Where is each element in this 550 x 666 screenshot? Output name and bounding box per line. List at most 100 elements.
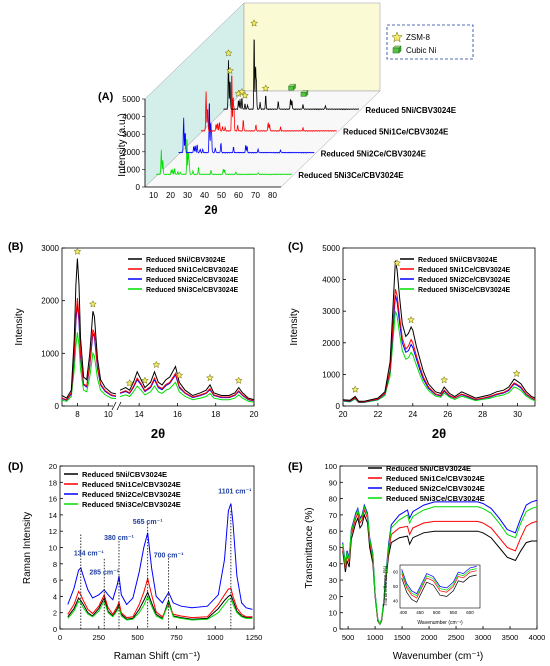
panel-c-xtick-label-1: 22	[373, 410, 382, 419]
panel-d-legend-label-1: Reduced 5Ni1Ce/CBV3024E	[82, 480, 181, 489]
panel-a-xtick-label-0: 10	[149, 191, 158, 200]
inset-ytick-label-1: 50	[393, 584, 399, 589]
panel-d-ytick-label-6: 12	[49, 527, 57, 536]
panel-a-xtick-label-3: 40	[200, 191, 209, 200]
panel-b-legend-label-1: Reduced 5Ni1Ce/CBV3024E	[146, 267, 239, 274]
panel-c-series-3	[343, 311, 535, 403]
panel-e-ytick-label-10: 100	[324, 462, 337, 471]
panel-b-x-axis-label: 2θ	[151, 426, 165, 441]
panel-d-ytick-label-5: 10	[49, 544, 57, 553]
inset-series-3	[401, 568, 477, 597]
panel-b-xtick-label-2: 14	[135, 410, 144, 419]
panel-e-ytick-label-2: 20	[329, 592, 337, 601]
inset-xtick-label-4: 600	[466, 610, 474, 615]
panel-d-y-axis-label: Raman Intensity	[22, 512, 33, 584]
panel-a-legend: ZSM-8 Cubic Ni	[386, 24, 474, 60]
panel-a-ytick-label-1: 1000	[122, 165, 140, 174]
panel-d-annotation-3: 565 cm⁻¹	[133, 519, 163, 526]
panel-e-legend-label-3: Reduced 5Ni3Ce/CBV3024E	[386, 494, 485, 503]
inset-series-2	[401, 566, 477, 595]
panel-a-chart: (A) 10 20 30 40 50 60 70 80 0 1000 2000 3000 4000 500…	[98, 2, 474, 217]
panel-e-ytick-label-9: 90	[329, 478, 337, 487]
panel-a-star-marker-2	[250, 19, 259, 27]
panel-a-xtick-label-6: 70	[251, 191, 260, 200]
panel-c-star-marker-0	[351, 385, 360, 393]
panel-d-xtick-label-0: 0	[58, 633, 62, 642]
panel-c-label: (C)	[288, 241, 304, 253]
panel-e-y-axis-label: Transmittance (%)	[304, 507, 315, 588]
panel-e-xtick-label-1: 1000	[367, 633, 384, 642]
panel-a-ytick-label-3: 3000	[122, 130, 140, 139]
panel-d-annotation-2: 380 cm⁻¹	[104, 535, 134, 542]
panel-d-label: (D)	[8, 461, 24, 473]
panel-c-ytick-label-2: 2000	[322, 339, 340, 348]
panel-c-ytick-label-1: 1000	[322, 370, 340, 379]
panel-a-series-label-3: Reduced 5Ni3Ce/CBV3024E	[298, 171, 404, 180]
panel-a-ytick-label-4: 4000	[122, 113, 140, 122]
panel-b-star-marker-6	[205, 373, 214, 382]
panel-b-star-marker-5	[175, 371, 184, 379]
panel-d-ytick-label-4: 8	[53, 560, 57, 569]
panel-c-ytick-label-0: 0	[336, 402, 341, 411]
panel-a-xtick-label-1: 20	[166, 191, 175, 200]
panel-c-ytick-label-3: 3000	[322, 307, 340, 316]
inset-xtick-label-2: 500	[433, 610, 441, 615]
panel-e-xtick-label-5: 3000	[475, 633, 492, 642]
panel-c-star-marker-2	[407, 315, 416, 324]
panel-d-ytick-label-10: 20	[49, 462, 57, 471]
panel-b-legend-label-3: Reduced 5Ni3Ce/CBV3024E	[146, 287, 239, 294]
panel-b-star-marker-2	[125, 379, 134, 387]
panel-e-legend-label-2: Reduced 5Ni2Ce/CBV3024E	[386, 484, 485, 493]
panel-c-legend-label-1: Reduced 5Ni1Ce/CBV3024E	[418, 267, 511, 274]
panel-a-ytick-label-2: 2000	[122, 148, 140, 157]
panel-d-ytick-label-9: 18	[49, 478, 57, 487]
panel-e-xtick-label-0: 500	[342, 633, 355, 642]
panel-d-ytick-label-3: 6	[53, 576, 57, 585]
panel-d-annotation-0: 134 cm⁻¹	[74, 551, 104, 558]
panel-e-xtick-label-7: 4000	[529, 633, 546, 642]
panel-c-y-axis-label: Intensity	[289, 308, 300, 345]
legend-cube-icon	[392, 45, 402, 54]
panel-a-series-3	[156, 138, 292, 176]
panel-a-y-axis-label: Intensity (a.u.)	[117, 113, 128, 176]
panel-b-star-marker-1	[88, 300, 97, 308]
panel-d-xtick-label-5: 1250	[246, 633, 263, 642]
panel-e-series-3	[342, 505, 537, 626]
panel-a-x-axis-label: 2θ	[204, 203, 217, 217]
panel-a-cube-marker-0	[288, 83, 297, 91]
panel-e-xtick-label-4: 2500	[448, 633, 465, 642]
panel-e-chart: (E) 0 10 20 30 40 50 60 70 80 90 100 500 1000 1500 200…	[288, 461, 545, 662]
panel-d-ytick-label-7: 14	[49, 511, 57, 520]
panel-d-legend-label-2: Reduced 5Ni2Ce/CBV3024E	[82, 490, 181, 499]
panel-e-label: (E)	[288, 461, 303, 473]
panel-b-label: (B)	[8, 241, 24, 253]
panel-a-xtick-label-2: 30	[183, 191, 192, 200]
panel-e-ytick-label-5: 50	[329, 544, 337, 553]
panel-c-star-marker-4	[512, 369, 521, 378]
panel-c-series-1	[343, 288, 535, 403]
panel-b-xtick-label-0: 8	[75, 410, 80, 419]
panel-c-series-2	[343, 295, 535, 403]
panel-b-chart: (B) 0 1000 2000 3000 8 10 14 16 18 20 Reduced 5Ni…	[8, 241, 259, 441]
inset-series-0	[401, 574, 477, 603]
panel-e-ytick-label-0: 0	[333, 625, 337, 634]
panel-e-x-axis-label: Wavenumber (cm⁻¹)	[393, 651, 483, 662]
panel-c-chart: (C) 0 1000 2000 3000 4000 5000 20 22 24 26 28 30 Re…	[288, 241, 536, 441]
legend-star-icon	[391, 31, 403, 43]
panel-d-series-0	[67, 591, 253, 620]
panel-d-series-1	[67, 576, 253, 619]
panel-d-legend-label-3: Reduced 5Ni3Ce/CBV3024E	[82, 500, 181, 509]
panel-c-legend-label-0: Reduced 5Ni/CBV3024E	[418, 257, 498, 264]
panel-d-xtick-label-2: 500	[131, 633, 144, 642]
panel-d-xtick-label-4: 1000	[207, 633, 224, 642]
legend-label-cubic-ni: Cubic Ni	[406, 46, 436, 55]
panel-b-series-3	[62, 332, 254, 403]
panel-a-star-marker-6	[261, 84, 270, 92]
panel-a-series-label-2: Reduced 5Ni2Ce/CBV3024E	[321, 149, 427, 158]
inset-series-1	[401, 570, 477, 599]
panel-c-x-axis-label: 2θ	[432, 426, 446, 441]
panel-a-ytick-label-5: 5000	[122, 95, 140, 104]
panel-b-legend-label-0: Reduced 5Ni/CBV3024E	[146, 257, 226, 264]
panel-e-xtick-label-3: 2000	[421, 633, 438, 642]
panel-d-series-2	[67, 503, 253, 610]
